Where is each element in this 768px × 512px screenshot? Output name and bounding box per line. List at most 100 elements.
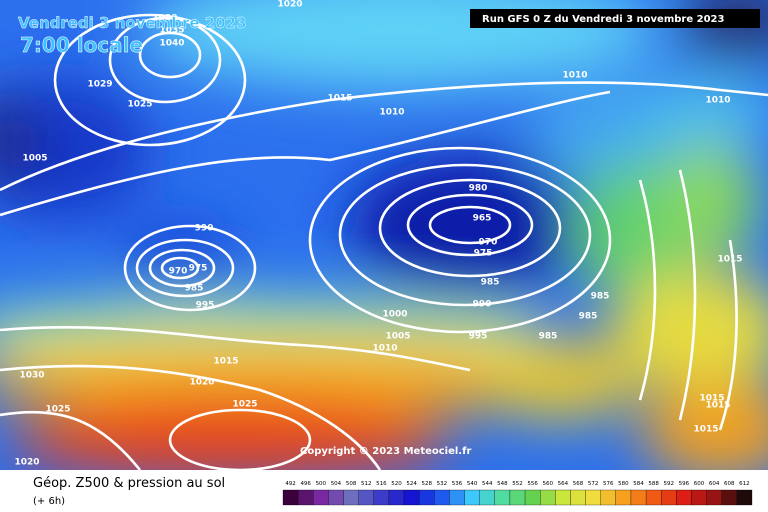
isobar-label: 970 xyxy=(169,267,188,277)
scale-swatch xyxy=(661,489,677,506)
legend: Géop. Z500 & pression au sol (+ 6h) 492 4… xyxy=(33,476,753,507)
scale-swatch xyxy=(373,489,390,506)
isobar-label: 1015 xyxy=(693,425,718,435)
time-title: 7:00 locale xyxy=(20,33,143,57)
scale-swatch xyxy=(706,489,722,506)
date-title: Vendredi 3 novembre 2023 xyxy=(18,14,247,32)
isobar-label: 1010 xyxy=(372,344,397,354)
run-info: Run GFS 0 Z du Vendredi 3 novembre 2023 xyxy=(482,14,724,25)
scale-swatch xyxy=(570,489,586,506)
isobar-label: 985 xyxy=(185,284,204,294)
legend-subtitle: (+ 6h) xyxy=(33,496,65,507)
isobar-label: 1035 xyxy=(159,26,184,36)
scale-swatch xyxy=(419,489,435,506)
scale-swatch xyxy=(328,489,344,506)
isobar-label: 980 xyxy=(469,184,488,194)
scale-label: 552 xyxy=(512,481,523,487)
isobar-label: 1005 xyxy=(385,332,410,342)
scale-label: 548 xyxy=(497,481,508,487)
scale-label: 524 xyxy=(406,481,417,487)
scale-label: 504 xyxy=(331,481,342,487)
run-box xyxy=(470,9,760,28)
scale-label: 512 xyxy=(361,481,372,487)
isobar-label: 970 xyxy=(479,238,498,248)
isobar-label: 1010 xyxy=(705,96,730,106)
scale-swatch xyxy=(464,489,480,506)
scale-swatch xyxy=(736,489,753,506)
isobar-label: 985 xyxy=(539,332,558,342)
isobar-label: 1020 xyxy=(14,458,39,468)
isobar-label: 1015 xyxy=(705,401,730,411)
scale-label: 520 xyxy=(391,481,402,487)
isobar-label: 1005 xyxy=(22,154,47,164)
scale-label: 612 xyxy=(739,481,750,487)
scale-label: 540 xyxy=(467,481,478,487)
isobar-label: 1025 xyxy=(127,100,152,110)
isobar-label: 1020 xyxy=(277,0,302,10)
isobar-label: 995 xyxy=(469,332,488,342)
scale-label: 604 xyxy=(709,481,720,487)
scale-label: 580 xyxy=(618,481,629,487)
isobar-label: 995 xyxy=(196,301,215,311)
isobar-label: 990 xyxy=(473,300,492,310)
scale-label: 584 xyxy=(633,481,644,487)
isobar-label: 1029 xyxy=(87,80,112,90)
isobar-label: 1015 xyxy=(717,255,742,265)
scale-swatch xyxy=(676,489,692,506)
scale-swatch xyxy=(282,489,299,506)
weather-map: 1020 1030 1035 1040 1029 1025 1015 1010 1010 1010… xyxy=(0,0,768,470)
scale-label: 596 xyxy=(679,481,690,487)
isobar-label: 1010 xyxy=(379,108,404,118)
scale-label: 508 xyxy=(346,481,357,487)
isobar-label: 985 xyxy=(579,312,598,322)
scale-swatch xyxy=(600,489,616,506)
isobar-labels: 1020 1030 1035 1040 1029 1025 1015 1010 1010 1010… xyxy=(14,0,742,468)
scale-label: 572 xyxy=(588,481,599,487)
scale-swatch xyxy=(691,489,707,506)
scale-label: 600 xyxy=(694,481,705,487)
scale-swatch xyxy=(358,489,374,506)
scale-label: 608 xyxy=(724,481,735,487)
isobar-label: 1000 xyxy=(382,310,407,320)
scale-swatch xyxy=(449,489,465,506)
scale-label: 516 xyxy=(376,481,387,487)
scale-label: 560 xyxy=(543,481,554,487)
isobar-label: 1015 xyxy=(327,94,352,104)
scale-swatch xyxy=(313,489,329,506)
scale-swatch xyxy=(630,489,647,506)
isobar-label: 1015 xyxy=(699,394,724,404)
isobars xyxy=(0,13,768,470)
scale-label: 588 xyxy=(648,481,659,487)
scale-swatch xyxy=(388,489,405,506)
isobar-label: 1020 xyxy=(189,378,214,388)
scale-label: 528 xyxy=(421,481,432,487)
scale-swatch xyxy=(434,489,450,506)
color-scale: 492 496 500 504 508 512 516 520 524 528 532 536 540 5… xyxy=(282,481,753,506)
copyright: Copyright © 2023 Meteociel.fr xyxy=(300,446,471,457)
scale-swatch xyxy=(540,489,556,506)
scale-swatch xyxy=(403,489,420,506)
isobar-label: 1010 xyxy=(562,71,587,81)
scale-swatch xyxy=(645,489,662,506)
isobar-label: 1030 xyxy=(152,14,177,24)
scale-label: 576 xyxy=(603,481,614,487)
scale-label: 536 xyxy=(452,481,463,487)
scale-swatch xyxy=(509,489,526,506)
scale-swatch xyxy=(555,489,571,506)
scale-label: 556 xyxy=(527,481,538,487)
isobar-label: 985 xyxy=(481,278,500,288)
scale-swatch xyxy=(615,489,632,506)
scale-label: 496 xyxy=(300,481,311,487)
scale-swatch xyxy=(479,489,495,506)
isobar-label: 975 xyxy=(189,264,208,274)
scale-swatch xyxy=(343,489,359,506)
scale-label: 568 xyxy=(573,481,584,487)
isobar-label: 990 xyxy=(195,224,214,234)
scale-swatch xyxy=(297,489,314,506)
isobar-label: 1040 xyxy=(159,39,184,49)
scale-swatch xyxy=(721,489,738,506)
scale-label: 500 xyxy=(316,481,327,487)
scale-label: 564 xyxy=(558,481,569,487)
legend-title: Géop. Z500 & pression au sol xyxy=(33,476,225,491)
